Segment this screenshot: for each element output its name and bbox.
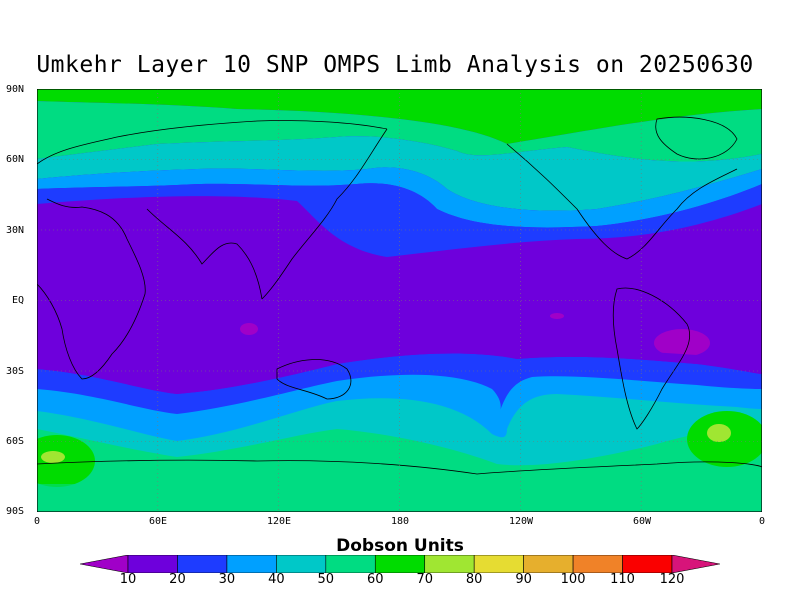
colorbar-tick-label: 80 xyxy=(465,572,483,587)
colorbar-segment xyxy=(325,555,376,573)
colorbar-segment xyxy=(177,555,228,573)
lat-label-30s: 30S xyxy=(6,366,25,377)
coast-africa xyxy=(37,198,146,380)
colorbar-tick-label: 20 xyxy=(169,572,186,587)
colorbar xyxy=(80,555,720,573)
colorbar-tick-label: 120 xyxy=(659,572,685,587)
colorbar-tick-label: 100 xyxy=(560,572,586,587)
field-patch-10-atlantic xyxy=(654,329,710,357)
colorbar-segment xyxy=(276,555,327,573)
lat-label-60n: 60N xyxy=(6,154,25,165)
lat-label-60s: 60S xyxy=(6,436,25,447)
colorbar-tick-label: 110 xyxy=(610,572,635,587)
colorbar-tick-label: 30 xyxy=(218,572,236,587)
field-band-north-70 xyxy=(37,89,762,144)
colorbar-segment xyxy=(473,555,524,573)
colorbar-segment xyxy=(226,555,277,573)
lon-label-180: 180 xyxy=(390,516,410,527)
colorbar-segment xyxy=(523,555,574,573)
colorbar-tick-label: 40 xyxy=(268,572,285,587)
lat-label-30n: 30N xyxy=(6,225,25,236)
lat-label-90n: 90N xyxy=(6,84,25,95)
lon-label-120e: 120E xyxy=(266,516,292,527)
colorbar-segment-low xyxy=(80,555,129,573)
colorbar-tick-label: 90 xyxy=(515,572,532,587)
colorbar-tick-label: 10 xyxy=(119,572,137,587)
field-patch-80-west xyxy=(41,451,65,463)
coast-south-america xyxy=(612,287,691,430)
coast-asia-east xyxy=(261,128,388,300)
colorbar-tick-label: 50 xyxy=(317,572,335,587)
colorbar-segment xyxy=(572,555,623,573)
colorbar-segment xyxy=(127,555,178,573)
colorbar-segment xyxy=(424,555,475,573)
colorbar-tick-label: 70 xyxy=(416,572,433,587)
colorbar-segment-high xyxy=(671,555,720,573)
lon-label-120w: 120W xyxy=(508,516,534,527)
colorbar-title: Dobson Units xyxy=(336,536,464,556)
field-patch-70-west xyxy=(37,435,95,487)
map-title: Umkehr Layer 10 SNP OMPS Limb Analysis o… xyxy=(36,52,754,78)
coast-antarctica xyxy=(37,459,762,475)
coast-greenland xyxy=(655,116,738,160)
graticule xyxy=(37,89,762,512)
coast-eurasia-north xyxy=(37,120,388,165)
lon-label-0-west: 0 xyxy=(33,516,41,527)
coast-south-asia xyxy=(146,208,263,300)
field-band-north-30 xyxy=(37,183,762,257)
map-plot-area xyxy=(37,89,762,512)
lat-label-90s: 90S xyxy=(6,506,25,517)
colorbar-tick-label: 60 xyxy=(366,572,384,587)
field-band-north-50 xyxy=(37,136,762,211)
field-patch-80-east xyxy=(707,424,731,442)
colorbar-segment xyxy=(622,555,673,573)
colorbar-segment xyxy=(374,555,426,573)
field-patch-10-pacific xyxy=(550,313,564,319)
field-patch-10-indian xyxy=(240,323,258,335)
coast-north-america xyxy=(506,143,738,260)
lon-label-60w: 60W xyxy=(632,516,652,527)
field-band-south-30-pocket xyxy=(37,347,762,394)
field-band-north-40 xyxy=(37,167,762,228)
ozone-map xyxy=(37,89,762,512)
lon-label-0-east: 0 xyxy=(758,516,766,527)
coast-australia xyxy=(276,359,352,400)
lon-label-60e: 60E xyxy=(148,516,168,527)
coastlines xyxy=(37,116,762,475)
field-band-north-60 xyxy=(37,101,762,162)
lat-label-eq: EQ xyxy=(12,295,25,306)
